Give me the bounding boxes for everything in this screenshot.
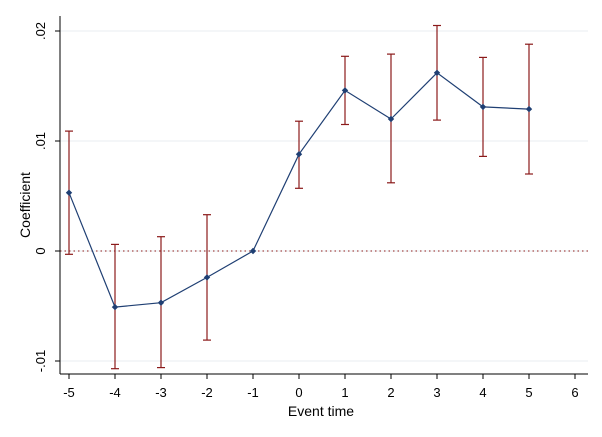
x-tick-label: 3	[433, 385, 440, 400]
data-point-4	[479, 103, 487, 111]
data-point--4	[111, 303, 119, 311]
x-tick-label: 6	[571, 385, 578, 400]
y-tick-label: 0	[33, 247, 48, 254]
y-axis-title: Coefficient	[17, 172, 33, 238]
data-point--1	[249, 247, 257, 255]
data-point-2	[387, 115, 395, 123]
x-tick-label: 0	[295, 385, 302, 400]
x-tick-label: 1	[341, 385, 348, 400]
data-point--3	[157, 299, 165, 306]
data-point-1	[341, 87, 349, 94]
x-tick-label: -1	[247, 385, 259, 400]
coefficient-markers	[65, 69, 533, 311]
y-axis-ticks: -.01 0 .01 .02	[33, 22, 60, 372]
x-tick-label: 4	[479, 385, 486, 400]
y-tick-label: -.01	[33, 350, 48, 372]
x-tick-label: -5	[63, 385, 75, 400]
data-point--2	[203, 274, 211, 281]
data-point--5	[65, 189, 73, 196]
grid-lines	[60, 30, 588, 362]
x-tick-label: -4	[109, 385, 121, 400]
y-tick-label: .01	[33, 132, 48, 150]
y-tick-label: .02	[33, 22, 48, 40]
data-point-3	[433, 69, 441, 76]
x-axis-title: Event time	[288, 403, 354, 419]
x-tick-label: -3	[155, 385, 167, 400]
x-tick-label: 5	[525, 385, 532, 400]
data-point-0	[295, 151, 303, 158]
x-axis-ticks: -5 -4 -3 -2 -1 0 1 2 3 4 5 6	[63, 374, 579, 400]
data-point-5	[525, 105, 533, 113]
x-tick-label: 2	[387, 385, 394, 400]
x-tick-label: -2	[201, 385, 213, 400]
